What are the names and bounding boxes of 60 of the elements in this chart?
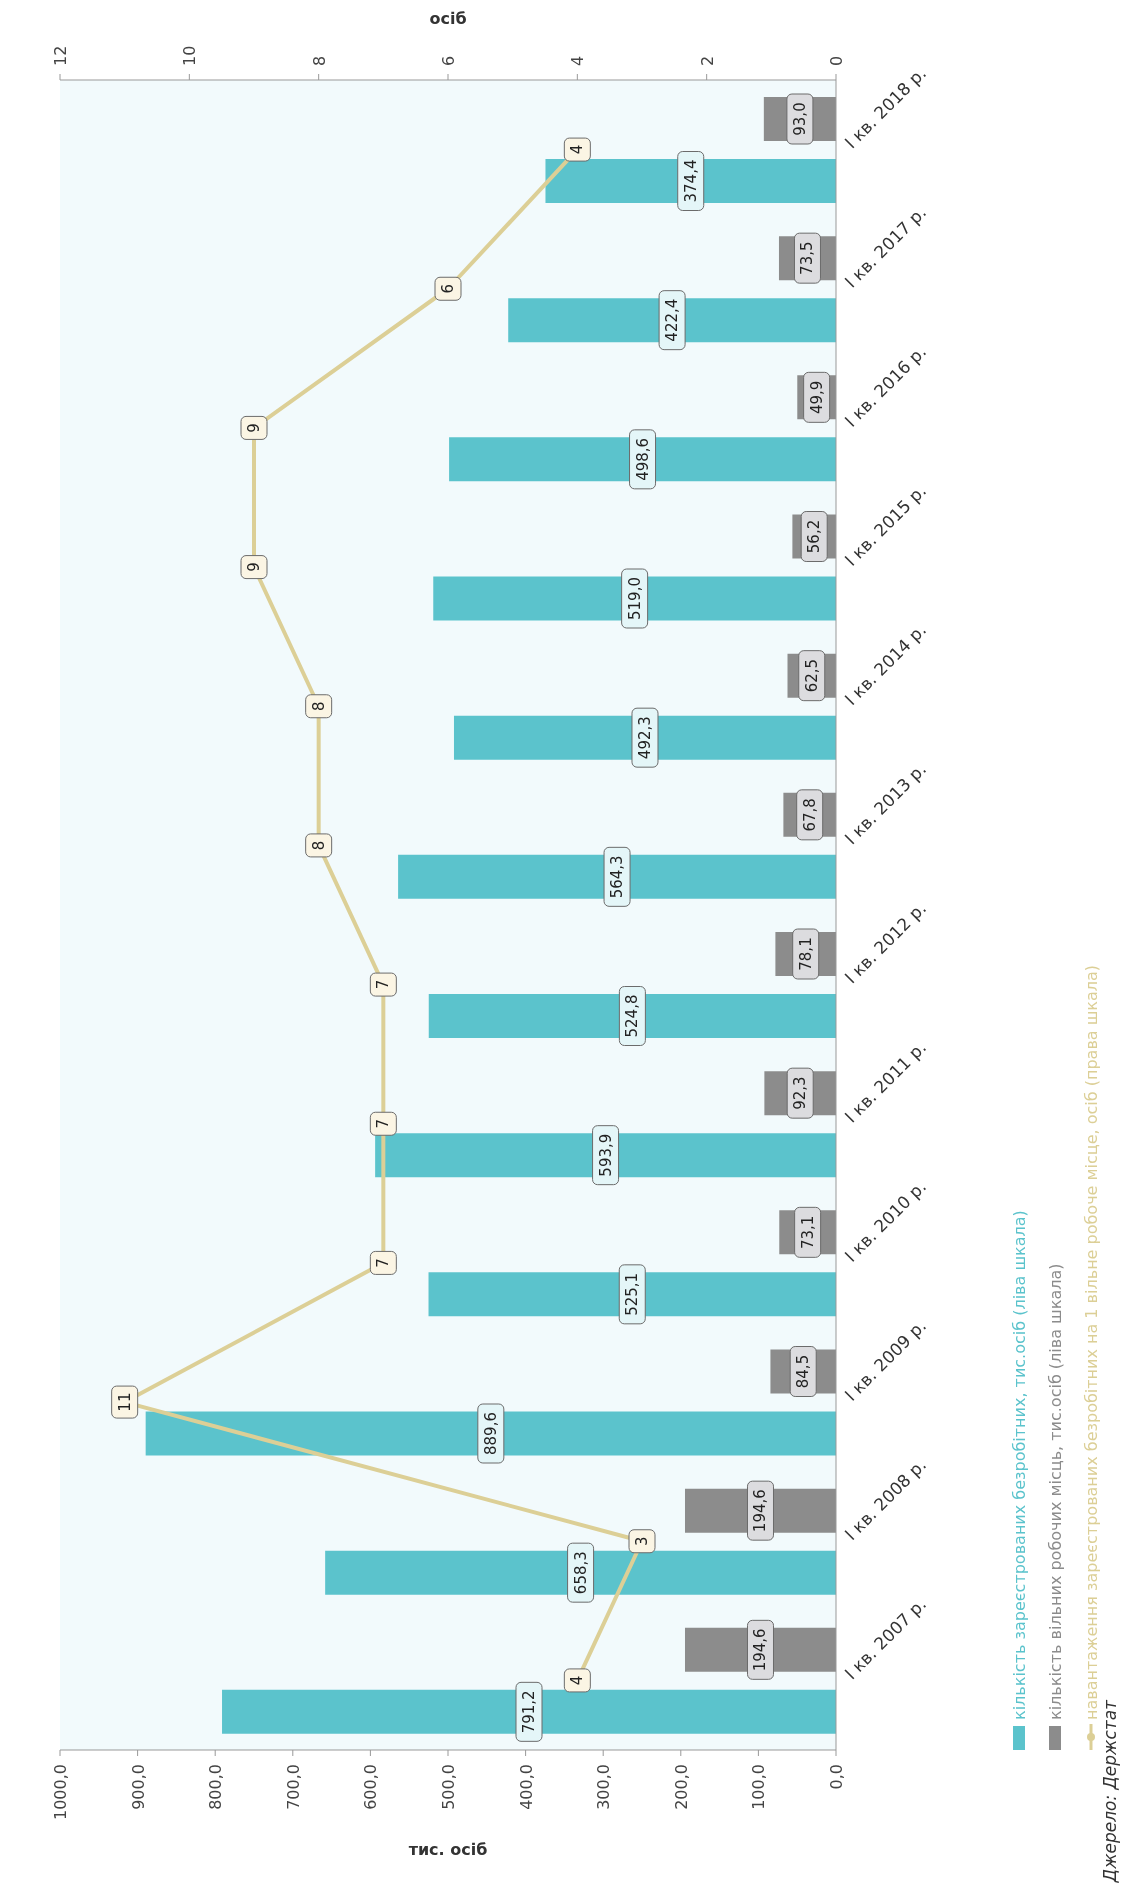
data-label: 67,8 — [800, 798, 819, 832]
x2-tick-label: 12 — [51, 45, 70, 66]
data-label: 9 — [245, 423, 263, 433]
x-tick-label: 0,0 — [827, 1764, 846, 1790]
x-tick-label: 100,0 — [749, 1764, 769, 1810]
data-label: 889,6 — [481, 1412, 500, 1455]
data-label: 92,3 — [791, 1076, 810, 1110]
x2-tick-label: 10 — [180, 45, 200, 66]
data-label: 49,9 — [807, 380, 826, 415]
data-label: 93,0 — [790, 102, 809, 136]
data-label: 4 — [568, 1675, 587, 1686]
x2-tick-label: 0 — [827, 55, 846, 66]
data-label: 3 — [633, 1536, 651, 1547]
data-label: 194,6 — [751, 1489, 770, 1533]
data-label: 593,9 — [596, 1133, 615, 1177]
data-label: 73,1 — [798, 1215, 817, 1250]
data-label: 8 — [309, 840, 328, 851]
data-label: 11 — [115, 1392, 134, 1412]
x2-axis-title: осіб — [429, 9, 467, 29]
data-label: 422,4 — [663, 298, 682, 342]
data-label: 519,0 — [625, 577, 644, 620]
text: кількість зареєстрованих безробітних, тис.осіб (ліва шкала) — [1010, 1210, 1029, 1720]
x2-tick-label: 4 — [568, 55, 588, 66]
x-tick-label: 200,0 — [671, 1764, 691, 1810]
x-tick-label: 800,0 — [206, 1764, 226, 1810]
data-label: 194,6 — [751, 1628, 770, 1672]
data-label: 62,5 — [802, 658, 821, 693]
data-label: 525,1 — [623, 1272, 642, 1316]
data-label: 492,3 — [635, 716, 654, 760]
data-label: 8 — [309, 701, 328, 712]
text: навантаження зареєстрованих безробітних на 1 вільне робоче місце, осіб (права шкала) — [1082, 964, 1101, 1720]
data-label: 524,8 — [623, 994, 642, 1038]
data-label: 9 — [245, 562, 263, 572]
data-label: 498,6 — [633, 437, 652, 481]
data-label: 791,2 — [520, 1690, 539, 1734]
text: кількість вільних робочих місць, тис.осіб (ліва шкала) — [1046, 1263, 1065, 1720]
data-label: 73,5 — [798, 241, 817, 275]
x-tick-label: 600,0 — [361, 1764, 381, 1810]
x2-tick-label: 8 — [309, 55, 329, 66]
x-tick-label: 500,0 — [439, 1764, 458, 1810]
data-label: 658,3 — [571, 1551, 590, 1595]
data-label: 7 — [374, 1258, 393, 1268]
x-tick-label: 400,0 — [516, 1764, 536, 1810]
data-label: 374,4 — [681, 159, 700, 203]
data-label: 4 — [568, 144, 587, 155]
data-label: 7 — [374, 979, 393, 990]
data-label: 56,2 — [805, 519, 824, 554]
x2-tick-label: 6 — [439, 55, 458, 66]
data-label: 564,3 — [608, 855, 627, 899]
x-tick-label: 900,0 — [128, 1764, 148, 1810]
data-label: 84,5 — [794, 1354, 813, 1389]
x2-tick-label: 2 — [697, 55, 717, 66]
data-label: 7 — [374, 1118, 393, 1129]
x-tick-label: 700,0 — [283, 1764, 303, 1810]
data-label: 78,1 — [796, 937, 815, 971]
x-axis-title: тис. осіб — [408, 1840, 488, 1859]
x-tick-label: 1000,0 — [51, 1764, 70, 1820]
text: Джерело: Держстат — [1100, 1699, 1120, 1882]
x-tick-label: 300,0 — [594, 1764, 614, 1810]
data-label: 6 — [439, 283, 457, 294]
